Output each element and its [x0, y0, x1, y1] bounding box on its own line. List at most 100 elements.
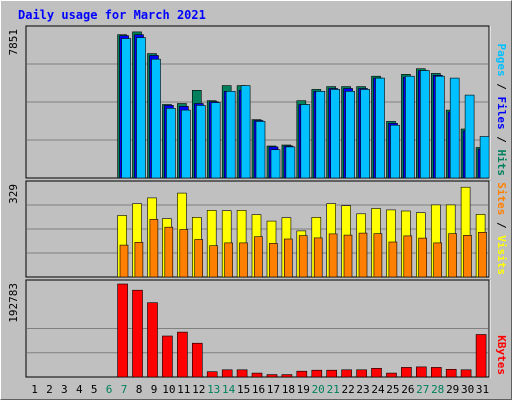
x-tick-label-24: 24	[371, 383, 385, 396]
x-tick-label-12: 12	[192, 383, 205, 396]
bar-sites-day-14	[224, 242, 233, 278]
bar-pages-day-17	[270, 149, 281, 179]
bar-sites-day-30	[463, 235, 472, 278]
bar-kbytes-day-17	[266, 374, 278, 378]
bar-pages-day-20	[315, 91, 326, 179]
x-tick-label-9: 9	[151, 383, 158, 396]
bar-kbytes-day-27	[415, 366, 427, 378]
x-tick-label-6: 6	[106, 383, 113, 396]
x-tick-label-3: 3	[61, 383, 68, 396]
bar-pages-day-7	[121, 38, 131, 179]
bar-sites-day-15	[239, 242, 248, 278]
x-tick-label-17: 17	[267, 383, 280, 396]
x-tick-label-22: 22	[341, 383, 354, 396]
bar-kbytes-day-22	[341, 369, 352, 378]
bar-pages-day-23	[360, 89, 370, 179]
panel-top-legend: Pages / Files / Hits	[495, 44, 508, 177]
x-tick-label-14: 14	[222, 383, 236, 396]
bar-sites-day-20	[313, 237, 323, 278]
bar-sites-day-19	[298, 235, 308, 278]
bar-pages-day-12	[196, 105, 206, 179]
bar-kbytes-day-29	[445, 368, 457, 378]
bar-pages-day-26	[405, 75, 415, 179]
bar-kbytes-day-28	[430, 367, 442, 378]
bar-pages-day-15	[240, 85, 251, 179]
bar-sites-day-27	[418, 237, 428, 278]
x-tick-label-5: 5	[91, 383, 98, 396]
bar-sites-day-23	[358, 232, 368, 278]
svg-text:Pages / Files / Hits: Pages / Files / Hits	[495, 44, 508, 177]
bar-sites-day-12	[194, 239, 203, 278]
bar-sites-day-9	[149, 219, 159, 278]
panel-bottom: 192783 KBytes	[7, 279, 508, 378]
bar-kbytes-day-7	[117, 283, 128, 378]
svg-text:KBytes: KBytes	[495, 335, 508, 375]
bar-pages-day-27	[419, 70, 430, 179]
panel-middle: 329 Sites / Visits	[7, 180, 508, 278]
bar-pages-day-19	[300, 104, 311, 179]
bar-sites-day-18	[283, 238, 293, 278]
bar-kbytes-day-16	[251, 372, 263, 378]
x-tick-label-15: 15	[237, 383, 250, 396]
panel-bottom-bars	[117, 283, 487, 378]
legend-kbytes: KBytes	[495, 335, 508, 375]
x-tick-label-26: 26	[401, 383, 414, 396]
legend-files: Files	[495, 97, 508, 130]
bar-pages-day-21	[330, 89, 341, 179]
bar-pages-day-28	[434, 75, 445, 179]
x-tick-label-23: 23	[356, 383, 369, 396]
bar-sites-day-25	[388, 241, 398, 278]
bar-pages-day-18	[285, 146, 296, 179]
x-tick-label-25: 25	[386, 383, 399, 396]
bar-pages-day-24	[375, 77, 385, 179]
bar-kbytes-day-23	[356, 369, 367, 378]
legend-hits: Hits	[495, 150, 508, 177]
legend-pages: Pages	[495, 44, 508, 77]
panel-middle-legend: Sites / Visits	[495, 182, 508, 275]
panel-top-ymax-label: 7851	[7, 29, 20, 56]
panel-bottom-legend: KBytes	[495, 335, 508, 375]
bar-sites-day-16	[254, 236, 263, 278]
x-tick-label-18: 18	[282, 383, 295, 396]
x-tick-label-16: 16	[252, 383, 265, 396]
bar-sites-day-7	[119, 244, 129, 278]
bar-sites-day-8	[134, 242, 144, 278]
bar-pages-day-8	[136, 37, 146, 179]
bar-kbytes-day-20	[311, 369, 323, 378]
x-tick-label-19: 19	[297, 383, 310, 396]
legend-visits: Visits	[495, 235, 508, 275]
panel-middle-ymax-label: 329	[7, 184, 20, 204]
x-tick-label-4: 4	[76, 383, 83, 396]
bar-sites-day-29	[448, 233, 457, 278]
panel-middle-bars	[117, 186, 487, 278]
bar-pages-day-10	[166, 108, 176, 179]
panel-bottom-ymax-label: 192783	[7, 283, 20, 323]
legend-sites: Sites	[495, 182, 508, 215]
bar-kbytes-day-30	[460, 369, 472, 378]
bar-kbytes-day-13	[206, 371, 218, 378]
bar-sites-day-24	[373, 233, 383, 278]
x-tick-label-27: 27	[416, 383, 429, 396]
bar-kbytes-day-31	[475, 334, 487, 378]
x-tick-label-2: 2	[46, 383, 53, 396]
bar-sites-day-13	[209, 245, 218, 278]
bar-pages-day-9	[151, 58, 161, 179]
x-tick-label-20: 20	[312, 383, 325, 396]
x-tick-label-10: 10	[162, 383, 175, 396]
bar-pages-day-11	[181, 109, 191, 179]
panel-top: 7851 Pages / Files / Hits	[7, 25, 508, 179]
x-tick-label-1: 1	[31, 383, 38, 396]
x-tick-label-13: 13	[207, 383, 220, 396]
bar-kbytes-day-10	[162, 335, 173, 378]
bar-kbytes-day-24	[371, 367, 382, 378]
bar-pages-day-30	[464, 94, 475, 179]
bar-kbytes-day-11	[177, 331, 188, 378]
bar-kbytes-day-8	[132, 289, 143, 378]
x-tick-label-21: 21	[327, 383, 340, 396]
chart-title: Daily usage for March 2021	[18, 8, 206, 22]
x-tick-label-31: 31	[476, 383, 489, 396]
bar-sites-day-22	[343, 234, 353, 278]
bar-sites-day-28	[433, 242, 443, 278]
x-tick-label-7: 7	[121, 383, 128, 396]
